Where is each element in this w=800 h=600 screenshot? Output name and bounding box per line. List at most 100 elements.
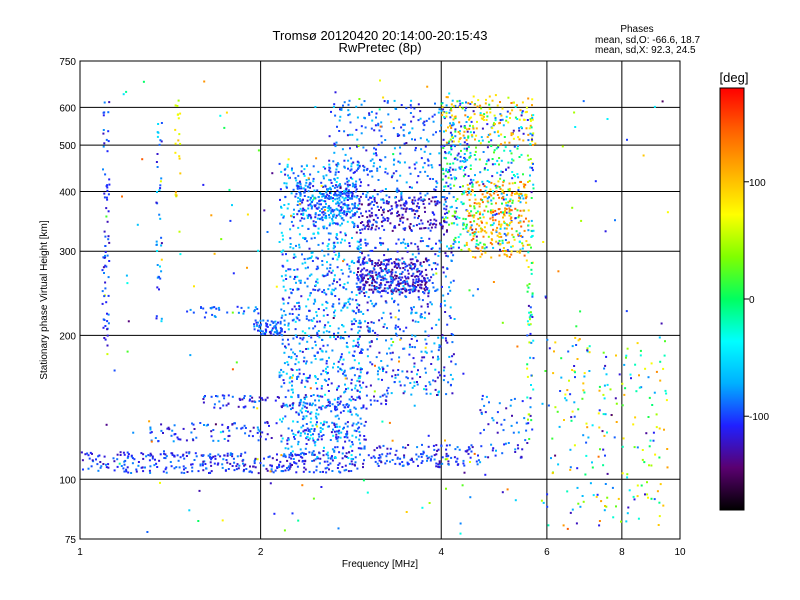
data-point bbox=[386, 327, 388, 330]
data-point bbox=[492, 197, 495, 200]
data-point bbox=[377, 179, 380, 181]
data-point bbox=[416, 339, 418, 342]
data-point bbox=[395, 206, 398, 209]
data-point bbox=[496, 171, 499, 174]
data-point bbox=[353, 318, 356, 321]
data-point bbox=[450, 153, 452, 156]
data-point bbox=[652, 439, 655, 442]
data-point bbox=[357, 245, 360, 248]
data-point bbox=[353, 206, 356, 209]
data-point bbox=[281, 465, 284, 468]
data-point bbox=[395, 170, 398, 173]
data-point bbox=[344, 192, 347, 195]
data-point bbox=[526, 396, 529, 399]
data-point bbox=[371, 195, 374, 198]
data-point bbox=[280, 205, 282, 208]
data-point bbox=[356, 427, 359, 430]
data-point bbox=[276, 333, 279, 336]
data-point bbox=[103, 101, 106, 104]
data-point bbox=[352, 398, 355, 401]
data-point bbox=[449, 187, 452, 190]
data-point bbox=[297, 210, 300, 213]
data-point bbox=[507, 232, 510, 235]
data-point bbox=[215, 395, 217, 397]
data-point bbox=[346, 206, 349, 209]
data-point bbox=[478, 184, 481, 187]
data-point bbox=[358, 329, 361, 332]
data-point bbox=[522, 118, 525, 121]
data-point bbox=[424, 346, 427, 349]
data-point bbox=[318, 203, 321, 206]
data-point bbox=[662, 367, 665, 370]
data-point bbox=[446, 216, 449, 219]
data-point bbox=[602, 351, 605, 354]
data-point bbox=[453, 210, 456, 213]
data-point bbox=[385, 200, 388, 203]
data-point bbox=[326, 193, 329, 196]
data-point bbox=[341, 192, 344, 195]
data-point bbox=[296, 302, 299, 304]
data-point bbox=[330, 410, 333, 413]
data-point bbox=[324, 324, 327, 327]
data-point bbox=[433, 188, 436, 191]
data-point bbox=[388, 196, 391, 199]
data-point bbox=[452, 242, 455, 245]
data-point bbox=[508, 200, 511, 203]
data-point bbox=[406, 242, 409, 245]
data-point bbox=[417, 248, 420, 251]
data-point bbox=[362, 313, 365, 315]
data-point bbox=[489, 211, 492, 213]
data-point bbox=[481, 394, 484, 397]
data-point bbox=[375, 274, 378, 276]
data-point bbox=[526, 375, 529, 378]
data-point bbox=[487, 456, 490, 459]
data-point bbox=[200, 306, 202, 309]
data-point bbox=[499, 177, 502, 180]
data-point bbox=[155, 243, 158, 246]
data-point bbox=[305, 181, 308, 184]
data-point bbox=[367, 184, 370, 187]
data-point bbox=[299, 350, 302, 353]
data-point bbox=[282, 298, 285, 301]
data-point bbox=[397, 325, 400, 328]
data-point bbox=[371, 271, 374, 274]
data-point bbox=[328, 224, 331, 227]
data-point bbox=[410, 99, 413, 102]
data-point bbox=[336, 414, 339, 417]
data-point bbox=[258, 396, 261, 399]
data-point bbox=[329, 222, 332, 225]
data-point bbox=[434, 290, 437, 292]
data-point bbox=[291, 429, 293, 432]
data-point bbox=[325, 202, 327, 205]
data-point bbox=[378, 284, 381, 287]
data-point bbox=[359, 232, 362, 234]
data-point bbox=[223, 397, 226, 400]
data-point bbox=[299, 409, 302, 412]
data-point bbox=[210, 458, 213, 461]
data-point bbox=[475, 246, 478, 249]
data-point bbox=[389, 352, 392, 355]
data-point bbox=[438, 460, 441, 463]
data-point bbox=[381, 394, 384, 397]
data-point bbox=[305, 317, 308, 320]
data-point bbox=[581, 397, 584, 400]
data-point bbox=[346, 191, 348, 194]
data-point bbox=[575, 325, 578, 328]
data-point bbox=[454, 168, 457, 171]
data-point bbox=[334, 192, 337, 194]
data-point bbox=[369, 274, 372, 277]
data-point bbox=[471, 232, 474, 235]
data-point bbox=[209, 461, 212, 464]
data-point bbox=[617, 497, 620, 500]
data-point bbox=[319, 210, 321, 212]
data-point bbox=[391, 229, 394, 232]
data-point bbox=[328, 216, 331, 219]
data-point bbox=[149, 452, 152, 455]
data-point bbox=[393, 266, 396, 268]
data-point bbox=[366, 191, 369, 194]
data-point bbox=[474, 174, 476, 177]
data-point bbox=[160, 423, 163, 426]
data-point bbox=[506, 204, 509, 207]
data-point bbox=[312, 450, 315, 453]
data-point bbox=[371, 329, 374, 332]
